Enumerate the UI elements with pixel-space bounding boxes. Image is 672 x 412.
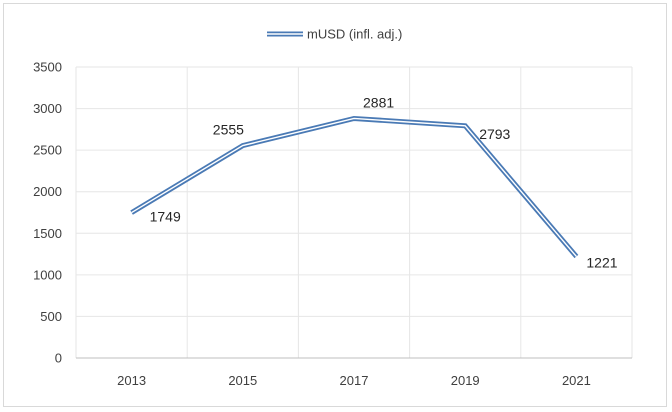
grid-lines	[75, 66, 633, 358]
data-label: 2793	[479, 126, 510, 142]
y-tick-label: 2500	[33, 143, 62, 158]
x-tick-labels: 2013 2015 2017 2019 2021	[117, 373, 591, 388]
y-tick-label: 2000	[33, 184, 62, 199]
x-tick-label: 2021	[562, 373, 591, 388]
y-tick-label: 500	[40, 309, 62, 324]
x-tick-label: 2017	[340, 373, 369, 388]
data-label: 1221	[586, 254, 617, 270]
chart-frame	[3, 3, 667, 407]
legend-label: mUSD (infl. adj.)	[307, 27, 402, 42]
data-label: 1749	[150, 209, 181, 225]
y-tick-label: 0	[55, 351, 62, 366]
series-lines	[130, 115, 579, 259]
y-tick-label: 3000	[33, 101, 62, 116]
y-tick-label: 1500	[33, 226, 62, 241]
y-tick-label: 3500	[33, 60, 62, 75]
data-label: 2555	[213, 122, 244, 138]
legend: mUSD (infl. adj.)	[267, 27, 402, 42]
series-line-inner	[131, 117, 577, 257]
y-tick-label: 1000	[33, 267, 62, 282]
x-tick-label: 2015	[228, 373, 257, 388]
data-label: 2881	[363, 94, 394, 110]
y-tick-labels: 0 500 1000 1500 2000 2500 3000 3500	[33, 60, 62, 366]
x-tick-label: 2013	[117, 373, 146, 388]
data-labels: 1749 2555 2881 2793 1221	[150, 94, 618, 270]
x-tick-label: 2019	[451, 373, 480, 388]
